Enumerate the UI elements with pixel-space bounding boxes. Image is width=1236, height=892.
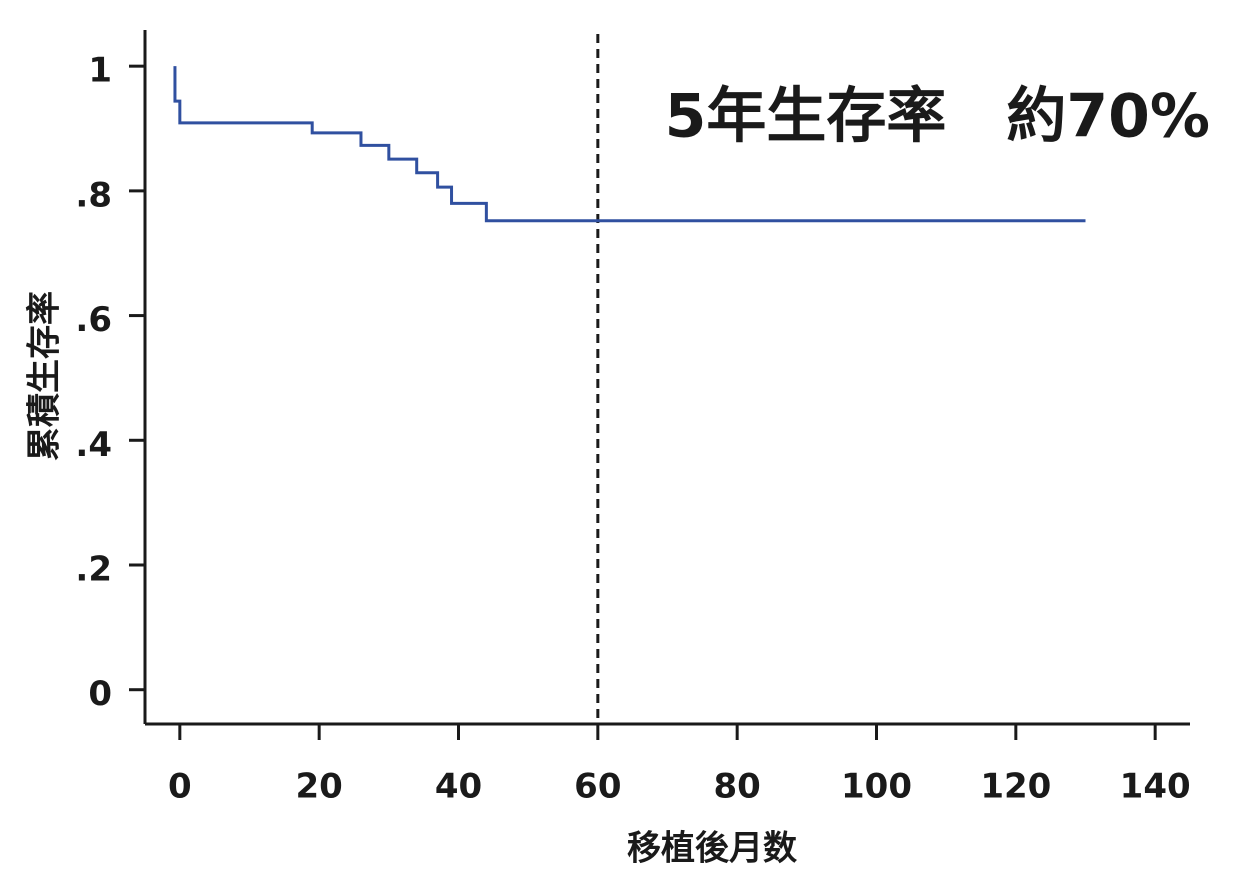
- x-tick-label: 20: [296, 767, 343, 807]
- x-tick-label: 0: [168, 767, 192, 807]
- y-tick-label: 1: [88, 51, 112, 91]
- y-tick-label: .6: [75, 300, 112, 340]
- x-tick-label: 120: [980, 767, 1051, 807]
- y-tick-label: .8: [75, 175, 112, 215]
- survival-curve: [173, 66, 1086, 223]
- x-tick-label: 80: [714, 767, 761, 807]
- y-tick-label: 0: [88, 674, 112, 714]
- x-tick-label: 100: [841, 767, 912, 807]
- x-tick-label: 60: [574, 767, 621, 807]
- annotation: 5年生存率 約70%: [665, 82, 1210, 152]
- x-tick-label: 140: [1120, 767, 1191, 807]
- y-tick-label: .4: [75, 425, 112, 465]
- y-tick-label: .2: [75, 549, 112, 589]
- y-axis-title: 累積生存率: [25, 291, 65, 461]
- x-tick-label: 40: [435, 767, 482, 807]
- x-axis-title: 移植後月数: [627, 829, 797, 869]
